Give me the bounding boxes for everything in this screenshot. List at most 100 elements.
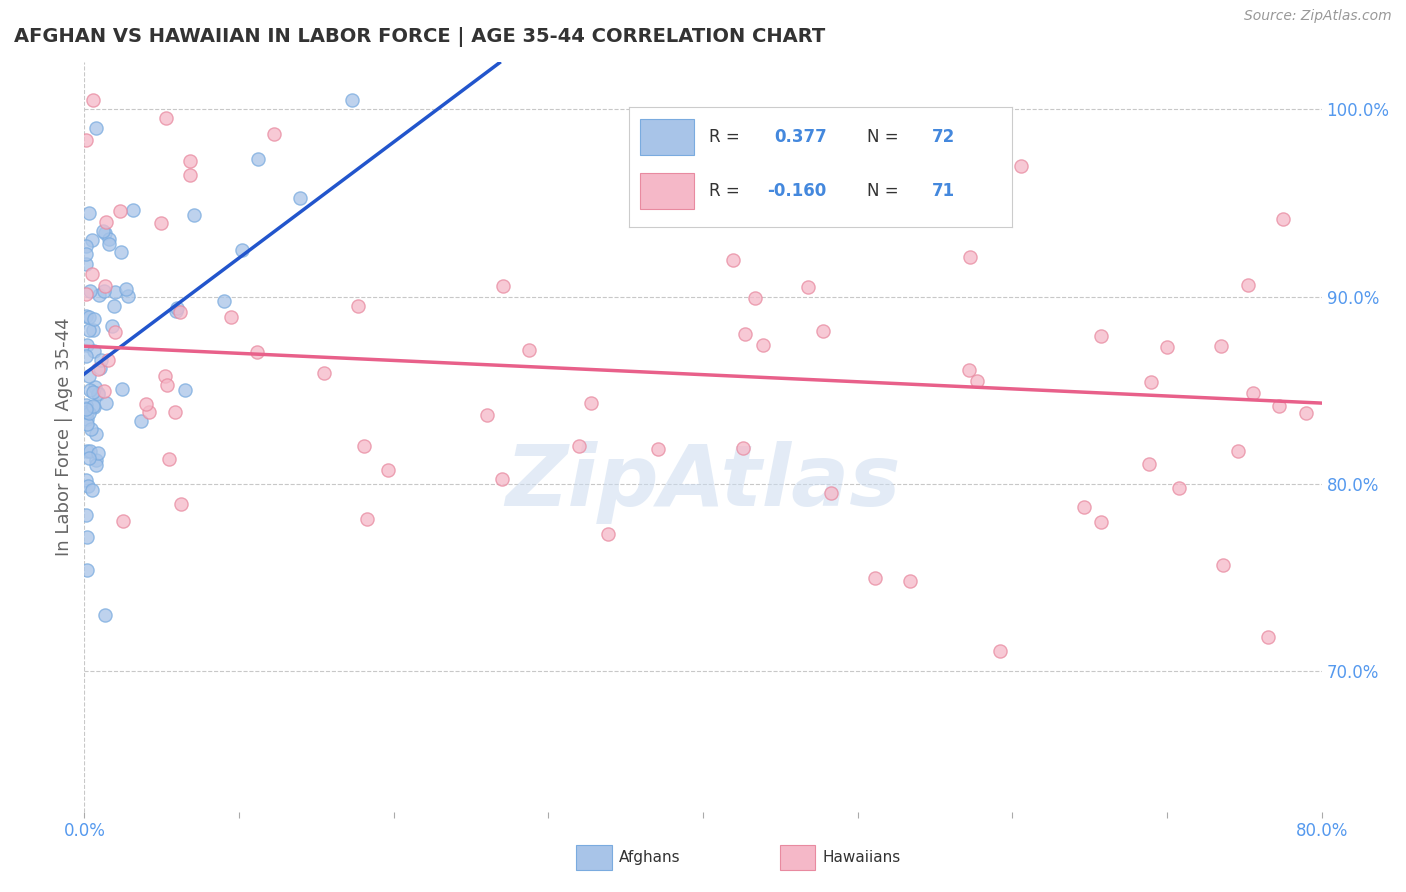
Point (342, 93, 364, 107)
Point (94, 279, 117, 293)
Point (77, 368, 100, 383)
Point (83, 401, 105, 415)
Point (356, 512, 378, 526)
Point (76, 530, 98, 544)
Point (173, 384, 195, 398)
Point (733, 442, 755, 456)
Point (75, 474, 97, 488)
Point (1227, 443, 1250, 458)
Point (1168, 481, 1191, 495)
Point (103, 299, 125, 313)
Point (84, 458, 107, 473)
Point (115, 282, 138, 296)
Point (82, 323, 104, 337)
Point (75, 309, 97, 323)
Point (1010, 159, 1032, 173)
Point (959, 250, 981, 264)
Point (84, 121, 107, 136)
Point (1236, 278, 1258, 293)
Point (104, 285, 127, 299)
Text: Source: ZipAtlas.com: Source: ZipAtlas.com (1244, 9, 1392, 23)
Point (1212, 558, 1234, 572)
Point (156, 378, 179, 392)
Point (347, 299, 370, 313)
Point (94, 226, 117, 240)
Point (150, 216, 173, 230)
Text: Hawaiians: Hawaiians (823, 850, 901, 864)
Point (477, 408, 499, 422)
Point (77, 206, 100, 220)
Point (94, 607, 117, 622)
Point (1090, 328, 1112, 343)
Point (231, 243, 253, 257)
Point (76, 417, 98, 431)
Point (75, 286, 97, 301)
Point (117, 289, 139, 303)
Point (169, 305, 191, 319)
Point (1137, 457, 1160, 471)
Point (98, 237, 121, 252)
Point (165, 304, 187, 318)
Point (75, 257, 97, 271)
Point (97, 353, 120, 368)
Point (93, 224, 115, 238)
Point (863, 571, 886, 585)
Point (568, 438, 591, 452)
Text: Afghans: Afghans (619, 850, 681, 864)
Point (111, 514, 134, 528)
Point (75, 398, 97, 412)
Point (84, 379, 107, 393)
Text: AFGHAN VS HAWAIIAN IN LABOR FORCE | AGE 35-44 CORRELATION CHART: AFGHAN VS HAWAIIAN IN LABOR FORCE | AGE … (14, 27, 825, 46)
Point (1241, 385, 1264, 400)
Point (647, 442, 669, 457)
Point (183, 209, 205, 223)
Point (179, 169, 201, 183)
Point (79, 285, 101, 299)
Point (988, 644, 1011, 658)
Point (80, 483, 103, 498)
Point (76, 444, 98, 458)
Point (135, 397, 157, 411)
Point (93, 384, 115, 398)
Point (1295, 406, 1317, 420)
Point (96, 395, 118, 409)
Point (1271, 211, 1294, 226)
Point (77, 406, 100, 420)
Point (752, 338, 775, 352)
Point (80, 422, 103, 436)
Point (121, 202, 143, 217)
Point (744, 291, 766, 305)
Point (1257, 630, 1279, 644)
Point (491, 472, 513, 486)
Point (811, 324, 834, 338)
Point (169, 497, 191, 511)
Point (155, 369, 177, 384)
Point (246, 153, 269, 167)
Point (77, 323, 100, 337)
Point (138, 405, 160, 419)
Point (87, 288, 110, 302)
Point (1090, 515, 1112, 529)
Point (492, 278, 515, 293)
Point (1156, 340, 1178, 354)
Point (219, 310, 242, 324)
Point (110, 382, 132, 396)
Point (721, 252, 744, 267)
Point (212, 294, 235, 309)
Point (155, 111, 177, 125)
Point (76, 411, 98, 425)
Point (79, 444, 101, 458)
Point (1268, 399, 1291, 413)
Point (820, 485, 842, 500)
Point (84, 453, 107, 467)
Point (80, 267, 103, 281)
Point (579, 395, 602, 409)
Point (598, 526, 620, 541)
Point (796, 280, 818, 294)
Point (1073, 500, 1095, 515)
Point (90, 352, 112, 367)
Point (108, 204, 131, 219)
Point (290, 191, 312, 205)
Point (82, 93, 104, 107)
Point (82, 400, 104, 414)
